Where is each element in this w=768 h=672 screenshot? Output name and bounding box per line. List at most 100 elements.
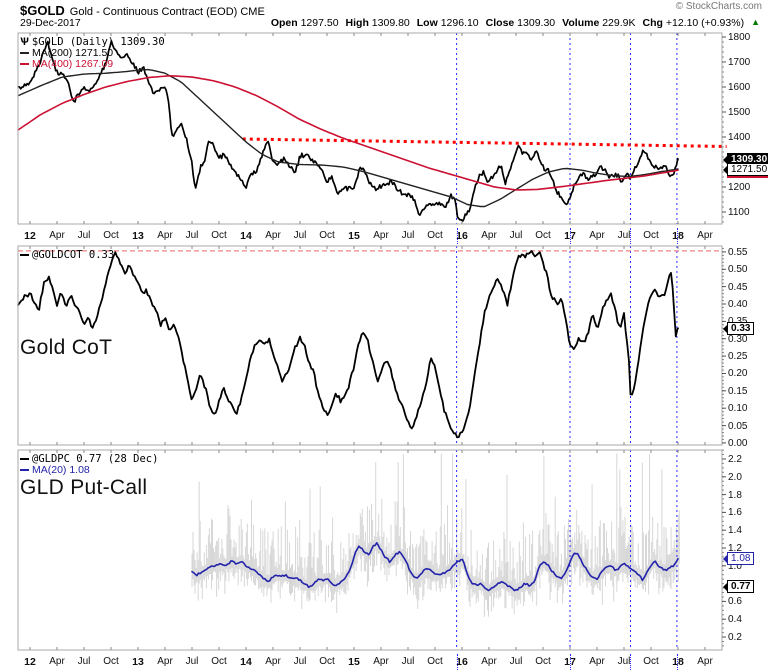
x-tick-label: Jul xyxy=(401,656,415,667)
y-axis-label: 1100 xyxy=(728,207,750,218)
x-tick-label: 15 xyxy=(348,230,360,242)
symbol: $GOLD xyxy=(20,3,65,18)
x-tick-label: Jul xyxy=(401,230,415,241)
x-tick-label: Jul xyxy=(77,230,91,241)
price-label-arrow-icon xyxy=(723,323,728,334)
event-vline-segment xyxy=(676,228,678,244)
x-tick-label: Oct xyxy=(211,656,227,667)
y-axis-label: 1.0 xyxy=(728,561,742,572)
event-vline-segment xyxy=(676,654,678,670)
price-label-arrow-icon xyxy=(723,553,728,564)
x-tick-label: 13 xyxy=(132,656,144,668)
y-axis-label: 1800 xyxy=(728,32,751,43)
x-tick-label: 15 xyxy=(348,656,360,668)
gold-cot-panel xyxy=(17,245,726,446)
legend-text: @GLDPC 0.77 (28 Dec) xyxy=(32,453,159,465)
y-axis-label: 0.6 xyxy=(728,596,742,607)
price-series-GOLD-close xyxy=(17,40,679,223)
price-label: 1.08 xyxy=(723,552,755,565)
panel-legend-entry: MA(400) 1267.09 xyxy=(20,58,113,70)
y-axis-label: 0.4 xyxy=(728,614,742,625)
x-tick-label: Apr xyxy=(373,656,389,667)
x-tick-label: Apr xyxy=(265,230,281,241)
x-tick-label: Oct xyxy=(535,656,551,667)
quote-line: 29-Dec-2017 Open 1297.50 High 1309.80 Low … xyxy=(20,17,764,30)
panel-title-gold-cot: Gold CoT xyxy=(20,336,113,359)
x-tick-label: Jul xyxy=(185,230,199,241)
y-axis-label: 0.35 xyxy=(728,316,747,327)
event-vline-segment xyxy=(630,654,632,670)
y-axis-label: 0.45 xyxy=(728,282,748,293)
panel-legend-entry: @GOLDCOT 0.33 xyxy=(20,249,114,261)
y-axis-label: 0.20 xyxy=(728,368,748,379)
event-vline-segment xyxy=(456,228,458,244)
panel-legend-entry: Ѱ $GOLD (Daily) 1309.30 xyxy=(20,36,165,48)
change-up-arrow-icon: ▲ xyxy=(751,17,760,27)
quote-item: Low 1296.10 xyxy=(416,17,479,29)
x-tick-label: Apr xyxy=(157,656,173,667)
legend-line-swatch xyxy=(20,457,29,460)
y-axis-label: 0.00 xyxy=(728,438,748,449)
legend-text: $GOLD (Daily) 1309.30 xyxy=(31,36,165,48)
y-axis-label: 0.40 xyxy=(728,299,748,310)
x-tick-label: Jul xyxy=(509,230,523,241)
x-tick-label: Oct xyxy=(211,230,227,241)
instrument-title: Gold - Continuous Contract (EOD) CME xyxy=(69,6,265,18)
y-axis-label: 0.50 xyxy=(728,264,748,275)
x-tick-label: 12 xyxy=(24,656,36,668)
y-axis-label: 2.2 xyxy=(728,454,742,465)
y-axis-label: 1.2 xyxy=(728,543,742,554)
price-series-MA200 xyxy=(17,68,679,208)
x-tick-label: Apr xyxy=(589,656,605,667)
x-tick-label: Oct xyxy=(103,656,119,667)
x-tick-label: Oct xyxy=(427,656,443,667)
y-axis-label: 1700 xyxy=(728,57,751,68)
y-axis-label: 1600 xyxy=(728,82,751,93)
legend-line-swatch xyxy=(20,468,29,471)
x-tick-label: Jul xyxy=(293,230,307,241)
x-tick-label: Apr xyxy=(589,230,605,241)
x-tick-label: Jul xyxy=(77,656,91,667)
quote-item: Close 1309.30 xyxy=(485,17,556,29)
price-label-arrow-icon xyxy=(723,164,728,175)
event-vline-segment xyxy=(456,654,458,670)
price-label: 1271.50 xyxy=(723,163,768,176)
legend-text: MA(20) 1.08 xyxy=(32,464,90,476)
x-tick-label: Apr xyxy=(49,656,65,667)
quote-item: High 1309.80 xyxy=(345,17,410,29)
y-axis-label: 0.10 xyxy=(728,403,748,414)
x-tick-label: Jul xyxy=(509,656,523,667)
panel-title-gld-put-call: GLD Put-Call xyxy=(20,476,148,499)
price-panel xyxy=(17,32,727,225)
panel-legend-entry: MA(20) 1.08 xyxy=(20,464,90,476)
x-tick-label: 18 xyxy=(672,656,684,668)
x-tick-label: Jul xyxy=(617,230,631,241)
x-tick-label: Oct xyxy=(643,230,659,241)
x-axis-top: 12 Apr Jul Oct 13 Apr Jul Oct 14 Apr Jul Oct 15 Apr Ju… xyxy=(0,228,768,244)
x-tick-label: Apr xyxy=(697,230,713,241)
x-tick-label: Oct xyxy=(319,656,335,667)
x-tick-label: Jul xyxy=(293,656,307,667)
x-tick-label: Jul xyxy=(185,656,199,667)
y-axis-label: 0.25 xyxy=(728,351,748,362)
y-axis-label: 1200 xyxy=(728,182,751,193)
quote-item: Chg +12.10 (+0.93%) xyxy=(642,17,745,29)
quote-item: Volume 229.9K xyxy=(562,17,636,29)
event-vline-segment xyxy=(570,654,571,670)
panel-legend-entry: @GLDPC 0.77 (28 Dec) xyxy=(20,453,158,465)
event-vline-segment xyxy=(570,228,571,244)
x-tick-label: Oct xyxy=(319,230,335,241)
price-label-arrow-icon xyxy=(723,581,728,592)
y-axis-label: 0.15 xyxy=(728,386,748,397)
y-axis-label: 2.0 xyxy=(728,472,742,483)
x-tick-label: Apr xyxy=(481,656,497,667)
x-tick-label: Apr xyxy=(697,656,713,667)
gold-cot-series-GOLDCOT xyxy=(17,250,679,439)
y-axis-label: 0.2 xyxy=(728,632,742,643)
y-axis-label: 1500 xyxy=(728,107,751,118)
y-axis-label: 0.55 xyxy=(728,247,748,258)
gld-put-call-panel xyxy=(17,449,726,651)
x-tick-label: Apr xyxy=(481,230,497,241)
quote-values: Open 1297.50 High 1309.80 Low 1296.10 Close… xyxy=(271,17,760,29)
